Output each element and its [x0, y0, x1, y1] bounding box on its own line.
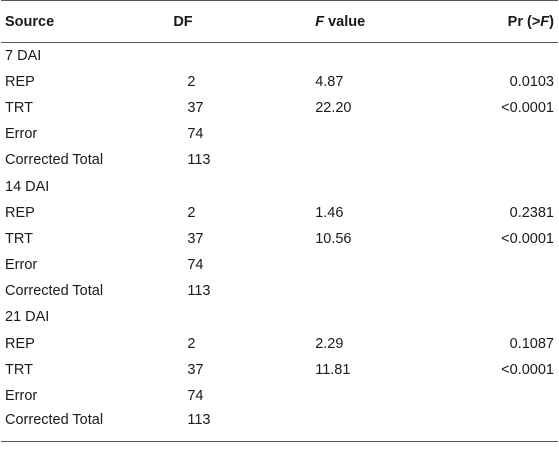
cell-df: 37: [187, 230, 204, 247]
cell-p: [436, 252, 558, 278]
cell-source: REP: [5, 73, 35, 90]
cell-df: 113: [187, 283, 211, 300]
table-header: Source DF F value Pr (>F): [1, 0, 558, 43]
cell-source: TRT: [5, 99, 33, 116]
group-label: 14 DAI: [5, 178, 50, 195]
group-row: 21 DAI: [1, 304, 558, 330]
cell-f: [253, 409, 436, 443]
cell-p: <0.0001: [501, 230, 554, 247]
table-row: Corrected Total 113: [1, 278, 558, 304]
header-pr-suffix: ): [549, 13, 554, 30]
cell-p: [435, 409, 558, 443]
cell-p: 0.0103: [509, 73, 554, 90]
header-df: DF: [173, 0, 254, 43]
cell-df: 113: [173, 409, 254, 443]
group-label: 21 DAI: [5, 309, 50, 326]
cell-source: Corrected Total: [5, 152, 104, 169]
cell-df: 37: [187, 99, 204, 116]
header-pr-italic: F: [540, 13, 550, 30]
table-row: REP 2 1.46 0.2381: [1, 200, 558, 226]
cell-p: <0.0001: [501, 99, 554, 116]
cell-p: 0.2381: [509, 204, 554, 221]
header-f-rest: value: [324, 13, 366, 30]
anova-table: Source DF F value Pr (>F) 7 DAI REP 2 4.…: [1, 0, 558, 443]
cell-f: 10.56: [315, 230, 352, 247]
cell-f: [253, 383, 435, 409]
cell-p: [436, 383, 558, 409]
table-row: Error 74: [1, 383, 558, 409]
table-row: TRT 37 11.81 <0.0001: [1, 357, 558, 383]
cell-p: <0.0001: [501, 361, 554, 378]
cell-f: [253, 147, 435, 173]
group-row: 7 DAI: [1, 43, 558, 69]
cell-source: REP: [5, 335, 35, 352]
cell-df: 2: [187, 204, 196, 221]
cell-p: [436, 121, 558, 147]
cell-source: Corrected Total: [1, 409, 174, 443]
header-source: Source: [1, 0, 174, 43]
cell-f: 22.20: [315, 99, 352, 116]
cell-source: Error: [5, 388, 38, 405]
cell-df: 2: [187, 335, 196, 352]
cell-source: TRT: [5, 230, 33, 247]
group-row: 14 DAI: [1, 173, 558, 199]
cell-df: 2: [187, 73, 196, 90]
cell-source: TRT: [5, 361, 33, 378]
cell-p: [436, 278, 558, 304]
cell-p: [436, 147, 558, 173]
cell-f: 11.81: [315, 361, 351, 378]
cell-p: 0.1087: [509, 335, 554, 352]
cell-source: Error: [5, 126, 38, 143]
header-pr-prefix: Pr (>: [507, 13, 541, 30]
cell-df: 37: [187, 361, 204, 378]
header-f-italic: F: [315, 13, 325, 30]
table-row: REP 2 2.29 0.1087: [1, 331, 558, 357]
cell-df: 113: [187, 152, 211, 169]
cell-f: [253, 278, 435, 304]
cell-df: 74: [187, 388, 204, 405]
table-row: TRT 37 22.20 <0.0001: [1, 95, 558, 121]
cell-f: 2.29: [315, 335, 344, 352]
cell-f: 1.46: [315, 204, 344, 221]
cell-f: 4.87: [315, 73, 344, 90]
cell-source: Error: [5, 257, 38, 274]
table-body: 7 DAI REP 2 4.87 0.0103 TRT 37 22.20 <0.…: [1, 43, 558, 443]
table-row: REP 2 4.87 0.0103: [1, 69, 558, 95]
cell-source: REP: [5, 204, 35, 221]
table-row: Corrected Total 113: [1, 147, 558, 173]
table-row: Corrected Total 113: [1, 409, 558, 443]
cell-f: [253, 121, 435, 147]
cell-df: 74: [187, 126, 204, 143]
table-row: Error 74: [1, 121, 558, 147]
group-label: 7 DAI: [5, 47, 42, 64]
header-pr: Pr (>F): [435, 0, 558, 43]
cell-source: Corrected Total: [5, 283, 104, 300]
table-row: Error 74: [1, 252, 558, 278]
table-row: TRT 37 10.56 <0.0001: [1, 226, 558, 252]
header-row: Source DF F value Pr (>F): [1, 0, 558, 43]
cell-f: [253, 252, 435, 278]
header-f-value: F value: [253, 0, 436, 43]
cell-df: 74: [187, 257, 204, 274]
